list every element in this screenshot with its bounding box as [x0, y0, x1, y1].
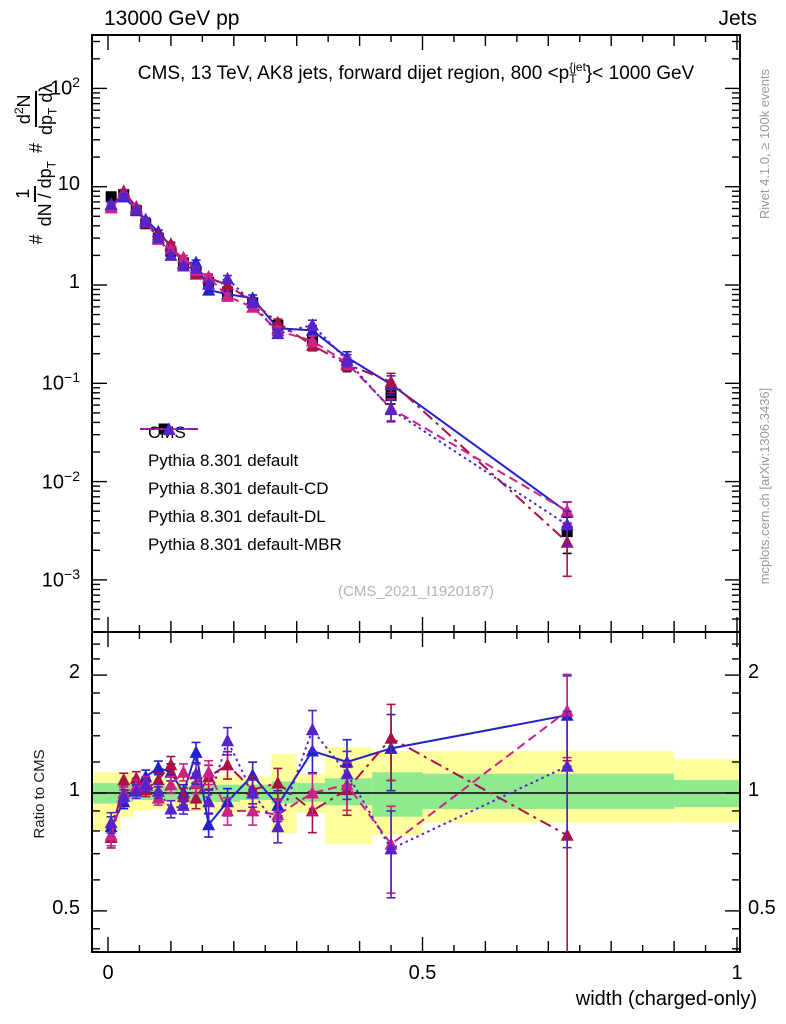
main-y-tick-label: 10−3 — [41, 565, 80, 592]
main-y-tick-label: 1 — [68, 271, 80, 293]
legend-entry-3: Pythia 8.301 default-CD — [138, 422, 342, 503]
x-tick-label: 0 — [102, 962, 114, 984]
legend-entry-label: Pythia 8.301 default-MBR — [148, 535, 342, 554]
ratio-y-tick-label-left: 2 — [68, 661, 80, 684]
ratio-series-4 — [104, 709, 574, 899]
main-y-tick-label: 10−2 — [41, 467, 80, 494]
main-y-tick-label: 10−1 — [41, 369, 80, 395]
x-tick-label: 0.5 — [408, 962, 437, 984]
ratio-y-tick-label-left: 1 — [68, 779, 80, 801]
ratio-y-tick-label-left: 0.5 — [52, 896, 80, 919]
plot-title: CMS, 13 TeV, AK8 jets, forward dijet reg… — [92, 61, 740, 86]
pt-supsub: {jet T — [569, 61, 586, 85]
legend-entry-5: Pythia 8.301 default-MBR — [138, 422, 342, 559]
legend-entry-2: Pythia 8.301 default — [138, 422, 342, 475]
pt-subscript: T — [569, 72, 577, 86]
x-axis-title: width (charged-only) — [575, 988, 757, 1010]
main-y-tick-label: 10 — [57, 172, 80, 195]
ratio-y-tick-label-right: 1 — [748, 779, 760, 801]
legend-entry-label: Pythia 8.301 default — [148, 451, 299, 470]
pt-superscript: {jet — [569, 60, 586, 74]
ratio-uncertainty-bands — [92, 747, 740, 845]
x-tick-label: 1 — [731, 962, 743, 984]
plot-title-text: CMS, 13 TeV, AK8 jets, forward dijet reg… — [137, 63, 570, 85]
main-series-4 — [104, 188, 574, 547]
beam-energy-label: 13000 GeV pp — [104, 7, 240, 30]
ratio-y-tick-label-right: 0.5 — [748, 896, 776, 919]
legend-entry-label: Pythia 8.301 default-CD — [148, 479, 329, 498]
analysis-id-watermark: (CMS_2021_I1920187) — [338, 583, 494, 600]
analysis-group-label: Jets — [718, 7, 757, 30]
triangle-marker-icon — [140, 422, 198, 435]
legend-entry-label: Pythia 8.301 default-DL — [148, 507, 326, 526]
plot-title-tail: }< 1000 GeV — [585, 63, 695, 85]
ratio-y-tick-label-right: 2 — [748, 661, 760, 684]
legend-entry-4: Pythia 8.301 default-DL — [138, 422, 342, 531]
main-y-tick-label: 102 — [49, 74, 80, 101]
